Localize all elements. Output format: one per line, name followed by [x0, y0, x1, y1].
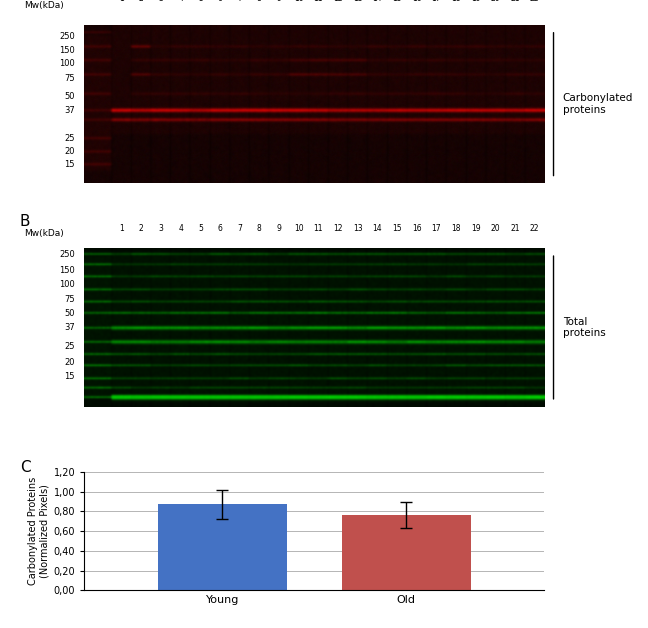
Text: 12: 12 — [333, 0, 343, 3]
Text: 250: 250 — [59, 250, 75, 259]
Text: 15: 15 — [392, 0, 402, 3]
Text: 15: 15 — [65, 160, 75, 169]
Text: 2: 2 — [139, 0, 144, 3]
Bar — [158, 504, 286, 590]
Text: 50: 50 — [65, 309, 75, 318]
Text: 16: 16 — [411, 224, 421, 232]
Text: 19: 19 — [470, 0, 480, 3]
Text: 12: 12 — [333, 224, 343, 232]
Text: 15: 15 — [392, 224, 402, 232]
Text: 13: 13 — [353, 224, 362, 232]
Text: 20: 20 — [491, 0, 500, 3]
Text: 100: 100 — [59, 280, 75, 290]
Text: 13: 13 — [353, 0, 362, 3]
Text: 18: 18 — [451, 224, 461, 232]
Text: 6: 6 — [218, 224, 222, 232]
Text: 22: 22 — [530, 224, 539, 232]
Text: 21: 21 — [510, 224, 520, 232]
Text: 7: 7 — [237, 224, 242, 232]
Text: 50: 50 — [65, 92, 75, 100]
Text: 22: 22 — [530, 0, 539, 3]
Text: 20: 20 — [491, 224, 500, 232]
Text: 4: 4 — [178, 224, 183, 232]
Text: 25: 25 — [65, 134, 75, 143]
Text: C: C — [20, 460, 30, 475]
Text: 16: 16 — [411, 0, 421, 3]
Text: 3: 3 — [159, 0, 163, 3]
Text: 19: 19 — [470, 224, 480, 232]
Text: 37: 37 — [64, 106, 75, 115]
Text: Total
proteins: Total proteins — [562, 317, 605, 338]
Text: 37: 37 — [64, 323, 75, 332]
Text: 7: 7 — [237, 0, 242, 3]
Text: Mw(kDa): Mw(kDa) — [25, 1, 64, 11]
Text: 9: 9 — [277, 224, 281, 232]
Text: 14: 14 — [373, 224, 382, 232]
Text: 25: 25 — [65, 342, 75, 351]
Text: 15: 15 — [65, 372, 75, 381]
Text: 75: 75 — [64, 74, 75, 84]
Text: 20: 20 — [65, 358, 75, 367]
Text: 8: 8 — [257, 224, 262, 232]
Text: B: B — [20, 214, 30, 229]
Text: 11: 11 — [314, 0, 323, 3]
Text: 3: 3 — [159, 224, 163, 232]
Text: 1: 1 — [119, 0, 124, 3]
Text: 20: 20 — [65, 147, 75, 156]
Text: 5: 5 — [198, 0, 203, 3]
Text: 75: 75 — [64, 295, 75, 303]
Text: 17: 17 — [432, 0, 441, 3]
Text: 9: 9 — [277, 0, 281, 3]
Text: 150: 150 — [59, 266, 75, 275]
Text: 21: 21 — [510, 0, 520, 3]
Text: 8: 8 — [257, 0, 262, 3]
Y-axis label: Carbonylated Proteins
(Normalized Pixels): Carbonylated Proteins (Normalized Pixels… — [28, 477, 49, 585]
Text: 10: 10 — [294, 224, 303, 232]
Text: 11: 11 — [314, 224, 323, 232]
Text: 2: 2 — [139, 224, 144, 232]
Text: 14: 14 — [373, 0, 382, 3]
Text: 18: 18 — [451, 0, 461, 3]
Text: 100: 100 — [59, 58, 75, 68]
Text: 17: 17 — [432, 224, 441, 232]
Text: 150: 150 — [59, 46, 75, 55]
Text: Mw(kDa): Mw(kDa) — [25, 229, 64, 239]
Text: Carbonylated
proteins: Carbonylated proteins — [562, 94, 633, 115]
Text: 10: 10 — [294, 0, 303, 3]
Text: 6: 6 — [218, 0, 222, 3]
Text: 250: 250 — [59, 31, 75, 41]
Text: 1: 1 — [119, 224, 124, 232]
Text: 5: 5 — [198, 224, 203, 232]
Bar — [342, 515, 470, 590]
Text: 4: 4 — [178, 0, 183, 3]
